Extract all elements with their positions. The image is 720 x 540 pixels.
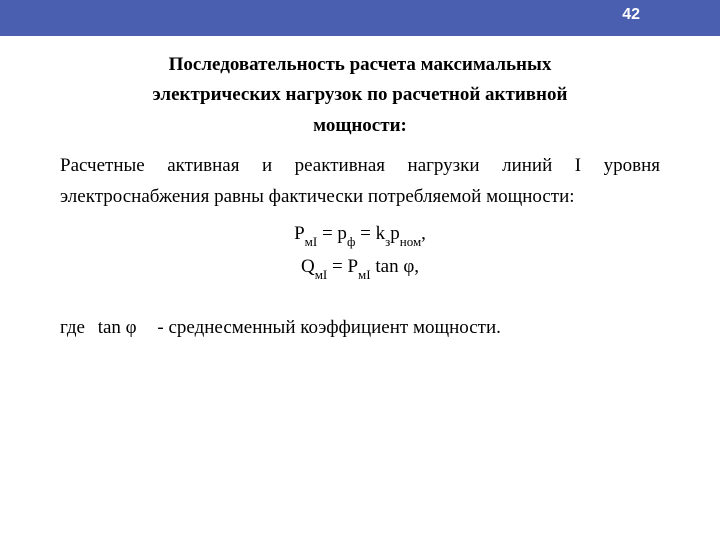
formula-line-2: QмI = PмI tan φ, <box>60 251 660 284</box>
formula-line-1: PмI = pф = kзpном, <box>60 218 660 251</box>
title-line-3: мощности: <box>313 115 407 136</box>
page-number: 42 <box>622 6 640 24</box>
where-prefix: где <box>60 317 85 338</box>
where-symbol: tan φ <box>98 314 137 343</box>
title-line-1: Последовательность расчета максимальных <box>169 54 552 75</box>
slide-title: Последовательность расчета максимальных … <box>60 50 660 141</box>
intro-paragraph: Расчетные активная и реактивная нагрузки… <box>60 151 660 212</box>
slide-content: Последовательность расчета максимальных … <box>0 36 720 342</box>
where-desc: - среднесменный коэффициент мощности. <box>157 317 501 338</box>
where-line: где tan φ - среднесменный коэффициент мо… <box>60 314 660 343</box>
header-bar: 42 <box>0 0 720 36</box>
formula-block: PмI = pф = kзpном, QмI = PмI tan φ, <box>60 218 660 284</box>
title-line-2: электрических нагрузок по расчетной акти… <box>153 84 568 105</box>
